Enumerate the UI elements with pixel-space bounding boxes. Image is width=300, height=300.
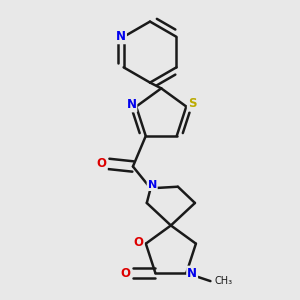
Text: N: N [116, 30, 126, 43]
Text: N: N [148, 180, 157, 190]
Text: O: O [134, 236, 144, 249]
Text: N: N [126, 98, 136, 111]
Text: O: O [121, 267, 131, 280]
Text: N: N [187, 267, 197, 280]
Text: S: S [188, 98, 196, 110]
Text: O: O [97, 157, 107, 170]
Text: CH₃: CH₃ [214, 276, 232, 286]
